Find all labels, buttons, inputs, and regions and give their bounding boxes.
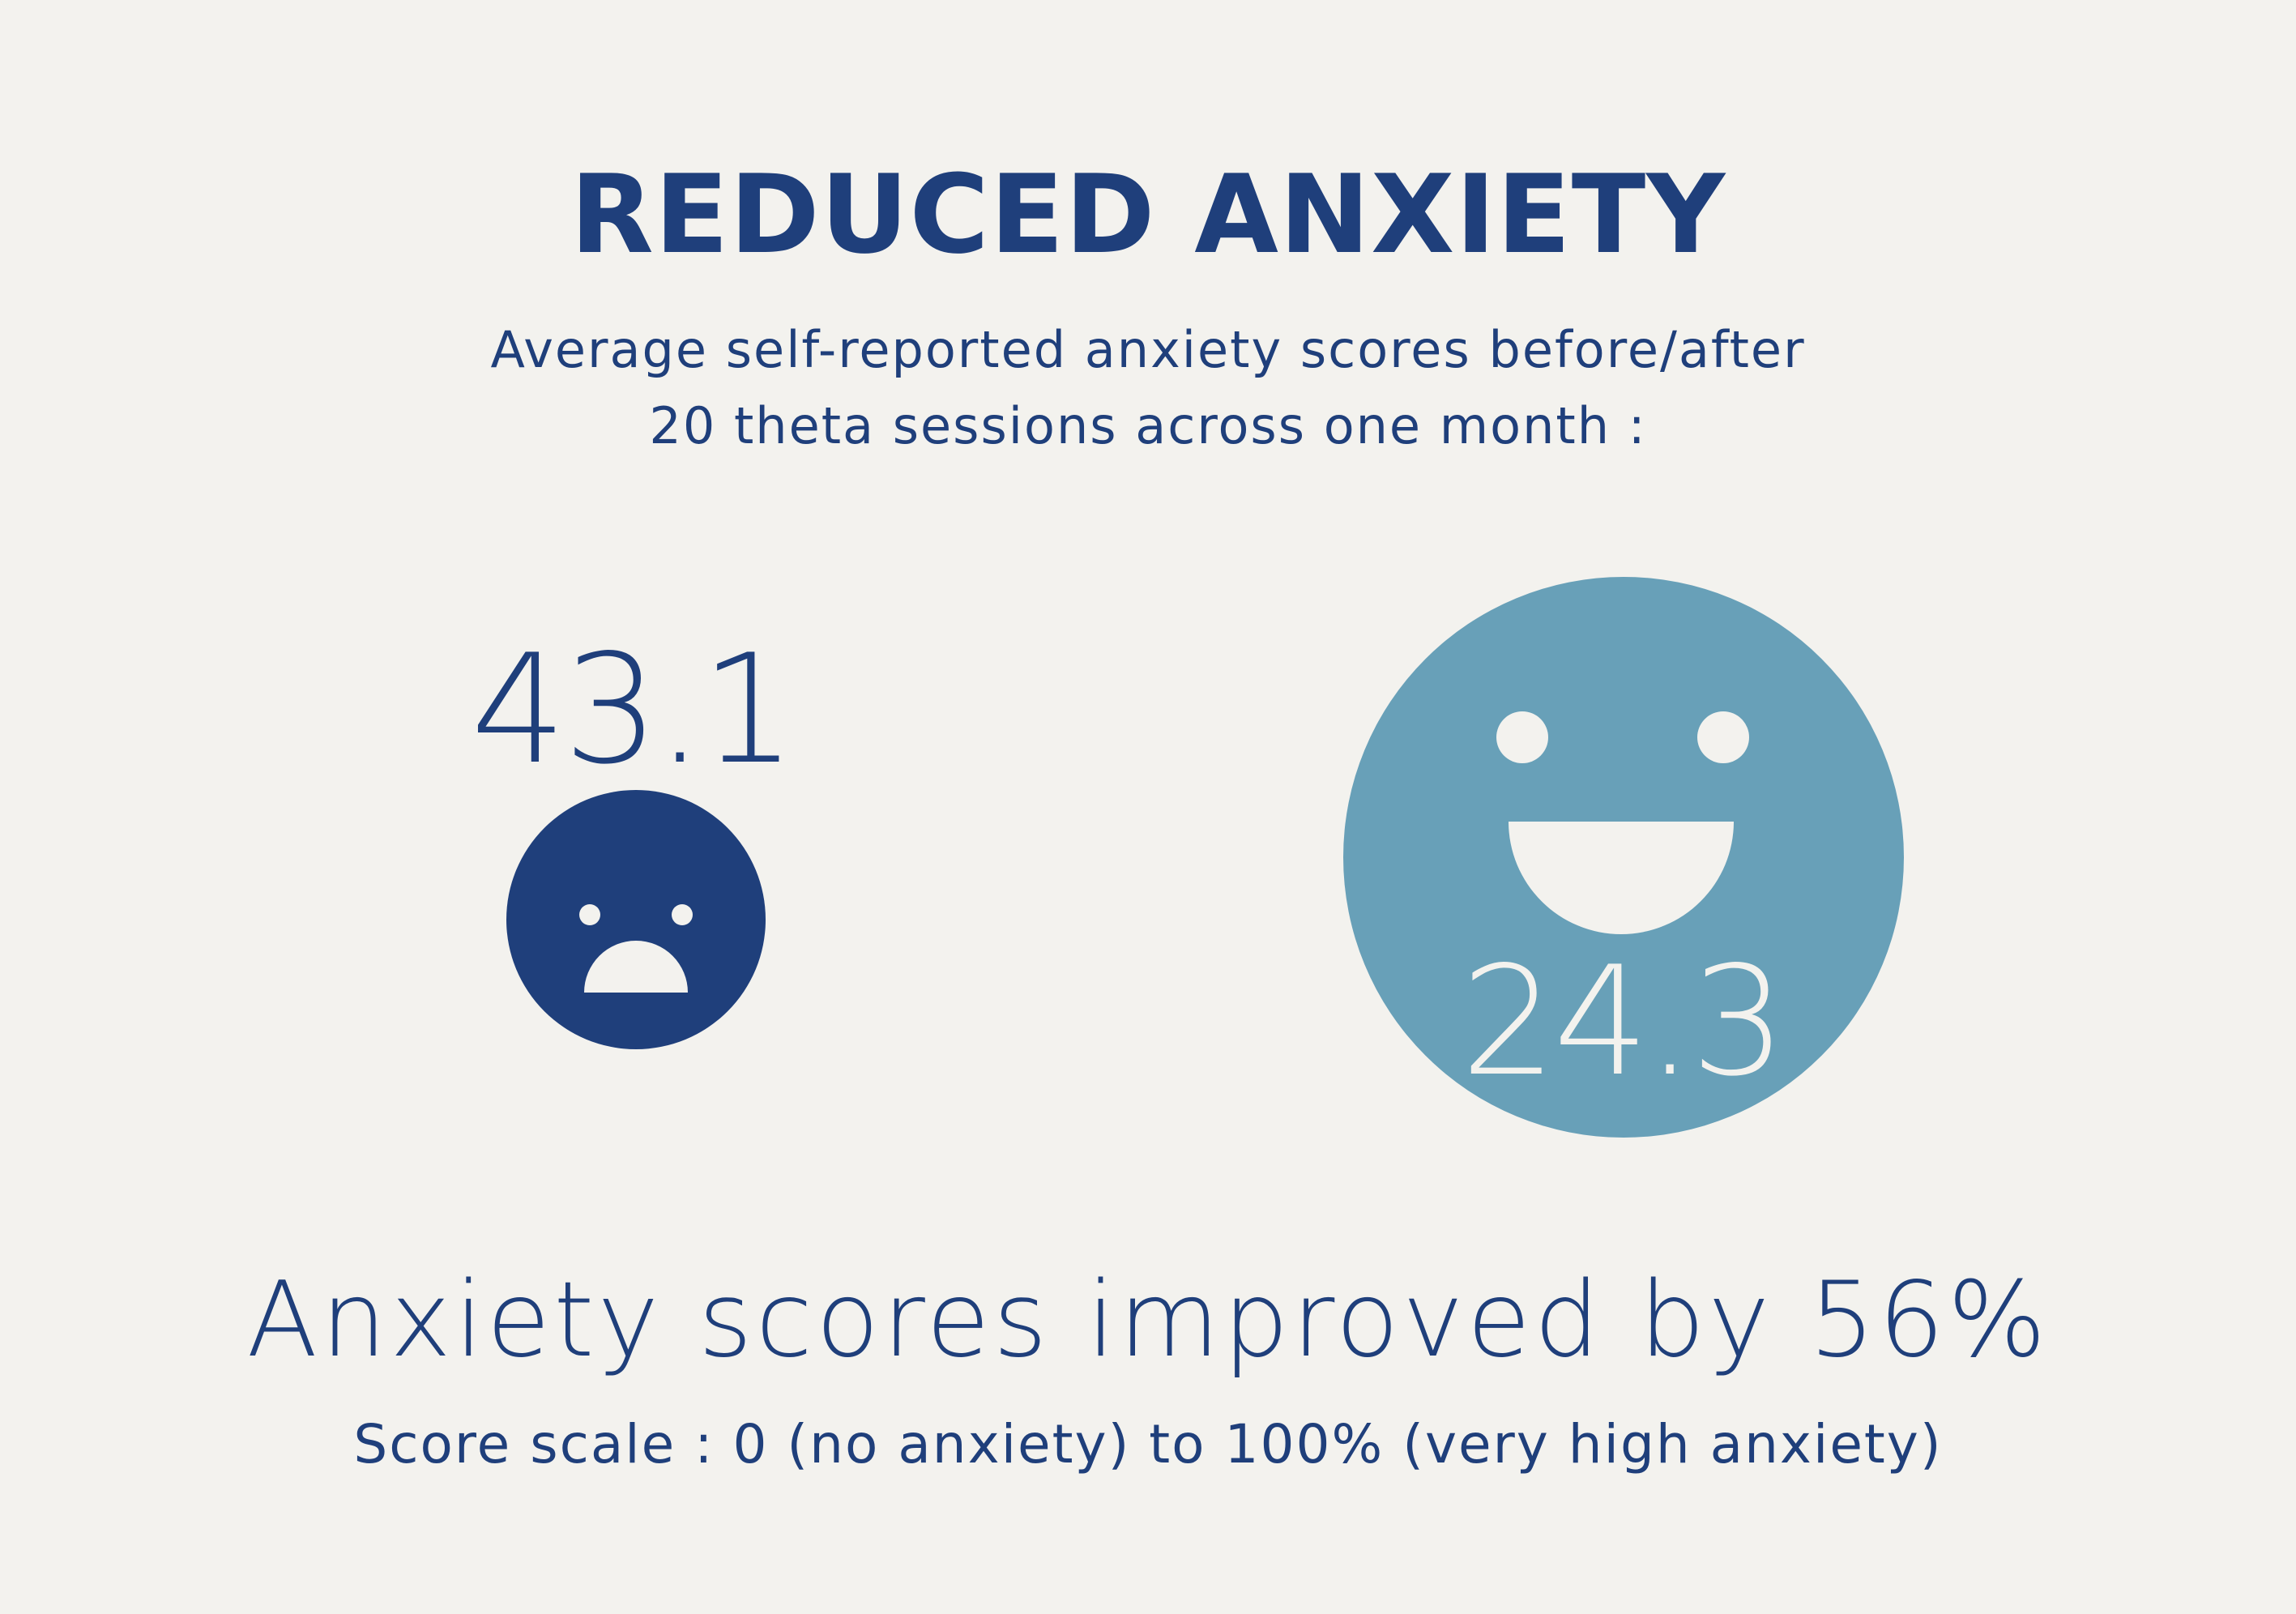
score-scale-note: Score scale : 0 (no anxiety) to 100% (ve…	[353, 1413, 1943, 1475]
after-score-group: 24.3	[1343, 577, 1904, 1138]
happy-face-right-eye	[1697, 711, 1749, 763]
happy-face-mouth	[1509, 822, 1734, 934]
before-score-group: 43.1	[471, 621, 796, 1049]
before-score-bubble	[506, 790, 766, 1049]
happy-face-left-eye	[1496, 711, 1548, 763]
sad-face-left-eye	[579, 904, 600, 925]
sad-face-icon	[506, 790, 766, 1049]
before-score-label: 43.1	[471, 621, 793, 797]
sad-face-right-eye	[672, 904, 693, 925]
sad-face-mouth	[584, 941, 688, 993]
after-score-label: 24.3	[1461, 933, 1783, 1109]
chart-subtitle: Average self-reported anxiety scores bef…	[0, 312, 2296, 464]
improvement-headline: Anxiety scores improved by 56%	[246, 1260, 2050, 1381]
page-title: REDUCED ANXIETY	[570, 152, 1726, 278]
subtitle-line-2: 20 theta sessions across one month :	[649, 396, 1647, 455]
happy-face-icon	[1343, 577, 1904, 1138]
subtitle-line-1: Average self-reported anxiety scores bef…	[490, 320, 1806, 379]
